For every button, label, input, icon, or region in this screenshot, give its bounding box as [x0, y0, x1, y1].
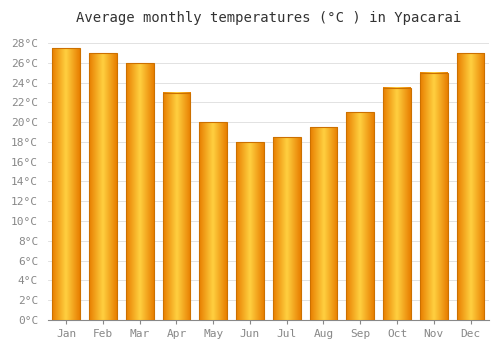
- Bar: [200, 122, 227, 320]
- Bar: [126, 63, 154, 320]
- Bar: [310, 127, 338, 320]
- Bar: [89, 53, 117, 320]
- Bar: [420, 73, 448, 320]
- Bar: [162, 92, 190, 320]
- Bar: [346, 112, 374, 320]
- Bar: [346, 112, 374, 320]
- Bar: [420, 73, 448, 320]
- Bar: [89, 53, 117, 320]
- Bar: [236, 142, 264, 320]
- Bar: [200, 122, 227, 320]
- Bar: [456, 53, 484, 320]
- Bar: [273, 137, 300, 320]
- Bar: [273, 137, 300, 320]
- Bar: [383, 88, 411, 320]
- Bar: [236, 142, 264, 320]
- Bar: [126, 63, 154, 320]
- Bar: [383, 88, 411, 320]
- Title: Average monthly temperatures (°C ) in Ypacarai: Average monthly temperatures (°C ) in Yp…: [76, 11, 461, 25]
- Bar: [162, 92, 190, 320]
- Bar: [52, 48, 80, 320]
- Bar: [52, 48, 80, 320]
- Bar: [310, 127, 338, 320]
- Bar: [456, 53, 484, 320]
